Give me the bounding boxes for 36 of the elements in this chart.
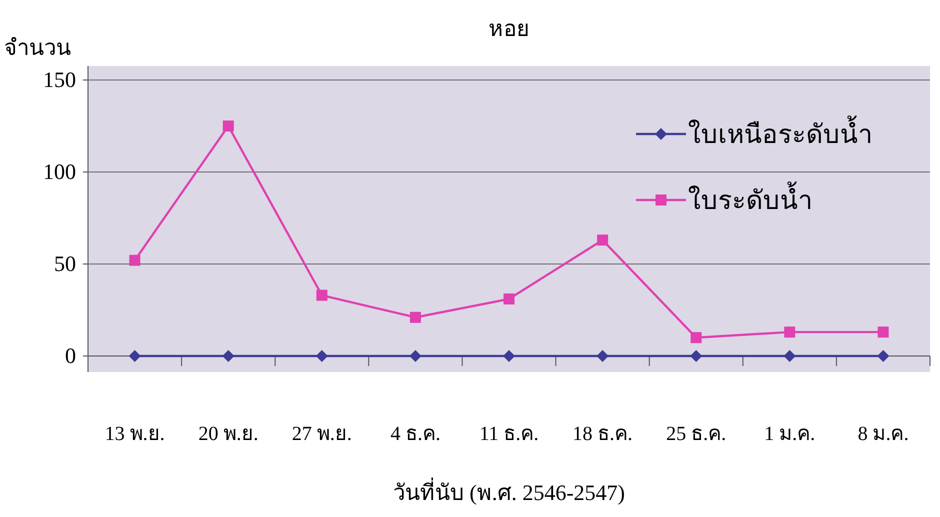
point [129,254,140,266]
point [222,350,234,362]
point [410,312,421,323]
point [222,120,234,132]
x-tick-label: 4 ธ.ค. [390,423,440,445]
x-tick-label: 8 ม.ค. [858,423,909,445]
x-tick-label: 27 พ.ย. [292,423,352,445]
legend-label: ใบระดับน้ำ [688,181,813,215]
point [409,350,422,362]
point [877,350,890,362]
x-tick-label: 11 ธ.ค. [479,423,539,445]
y-tick-label: 100 [43,159,76,184]
point [597,234,608,246]
legend-label: ใบเหนือระดับน้ำ [688,115,873,149]
point [316,350,328,362]
point [690,350,702,362]
point [316,290,328,301]
y-axis-title: จำนวน [4,35,71,60]
x-tick-label: 13 พ.ย. [104,423,165,445]
x-tick-label: 18 ธ.ค. [572,423,633,445]
point [503,350,515,362]
y-tick-label: 50 [54,251,76,276]
point [784,350,796,362]
point [596,350,609,362]
point [878,326,889,338]
point [128,350,141,362]
point [504,293,514,304]
x-tick-label: 1 ม.ค. [764,423,816,445]
x-axis-title: วันที่นับ (พ.ศ. 2546-2547) [393,477,625,505]
x-tick-label: 20 พ.ย. [198,423,258,445]
point [690,332,702,344]
x-tick-label: 25 ธ.ค. [666,423,726,445]
point [784,326,796,338]
y-tick-label: 150 [43,67,76,92]
y-tick-label: 0 [65,343,76,368]
chart-title: หอย [488,16,530,41]
